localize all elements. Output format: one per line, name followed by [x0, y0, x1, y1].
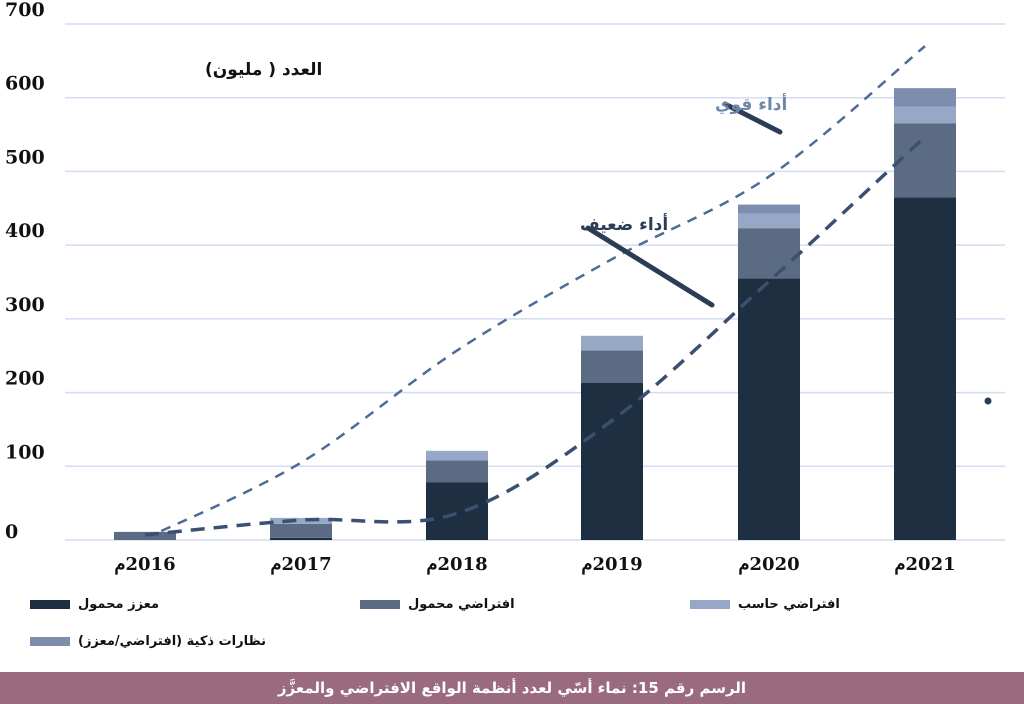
- bar-segment: [738, 228, 800, 279]
- y-tick-label: 500: [5, 146, 45, 168]
- stray-dot: [984, 397, 992, 405]
- bar-segment: [894, 88, 956, 107]
- bar-segment: [894, 197, 956, 540]
- x-tick-label: 2018م: [426, 554, 487, 575]
- bar-segment: [581, 382, 643, 540]
- bar-segment: [581, 335, 643, 351]
- legend-swatch: [360, 600, 400, 609]
- bar-segment: [270, 517, 332, 524]
- weak-performance-line: [144, 135, 927, 537]
- legend-label: نظارات ذكية (افتراضي/معزز): [78, 634, 266, 649]
- bar-segment: [894, 123, 956, 198]
- y-tick-label: 100: [5, 441, 45, 463]
- bar-segment: [581, 350, 643, 383]
- figure-caption: الرسم رقم 15: نماء أسّي لعدد أنظمة الواق…: [0, 672, 1024, 704]
- y-tick-label: 300: [5, 294, 45, 316]
- legend-label: معزز محمول: [78, 597, 159, 612]
- bar-segment: [114, 531, 176, 540]
- bar-segment: [270, 537, 332, 540]
- legend-swatch: [30, 600, 70, 609]
- legend-label: افتراضي حاسب: [738, 597, 840, 612]
- bar-segment: [426, 460, 488, 483]
- y-tick-label: 700: [5, 0, 45, 21]
- bar-segment: [426, 450, 488, 461]
- bar-segment: [894, 106, 956, 124]
- x-tick-label: 2017م: [270, 554, 331, 575]
- legend-label: افتراضي محمول: [408, 597, 515, 612]
- legend-swatch: [30, 637, 70, 646]
- bar-segment: [270, 523, 332, 538]
- y-tick-label: 400: [5, 220, 45, 242]
- bar-segment: [738, 213, 800, 229]
- x-tick-label: 2020م: [738, 554, 799, 575]
- y-tick-label: 0: [5, 521, 18, 543]
- y-tick-label: 600: [5, 73, 45, 95]
- x-tick-label: 2016م: [114, 554, 175, 575]
- weak-line-label: أداء ضعيف: [580, 213, 668, 235]
- legend-swatch: [690, 600, 730, 609]
- weak-callout-line: [585, 225, 715, 308]
- bar-segment: [738, 278, 800, 540]
- x-tick-label: 2021م: [894, 554, 955, 575]
- x-tick-label: 2019م: [581, 554, 642, 575]
- strong-callout-line: [722, 101, 783, 135]
- strong-performance-line: [144, 45, 926, 540]
- y-axis-label: العدد ( مليون): [205, 60, 322, 80]
- strong-line-label: أداء قوي: [715, 93, 787, 115]
- y-tick-label: 200: [5, 368, 45, 390]
- bar-segment: [738, 204, 800, 214]
- chart: 0 100 200 300 400 500 600 700 2016م 2017م 2018م 20…: [5, 0, 1005, 649]
- bar-segment: [426, 482, 488, 540]
